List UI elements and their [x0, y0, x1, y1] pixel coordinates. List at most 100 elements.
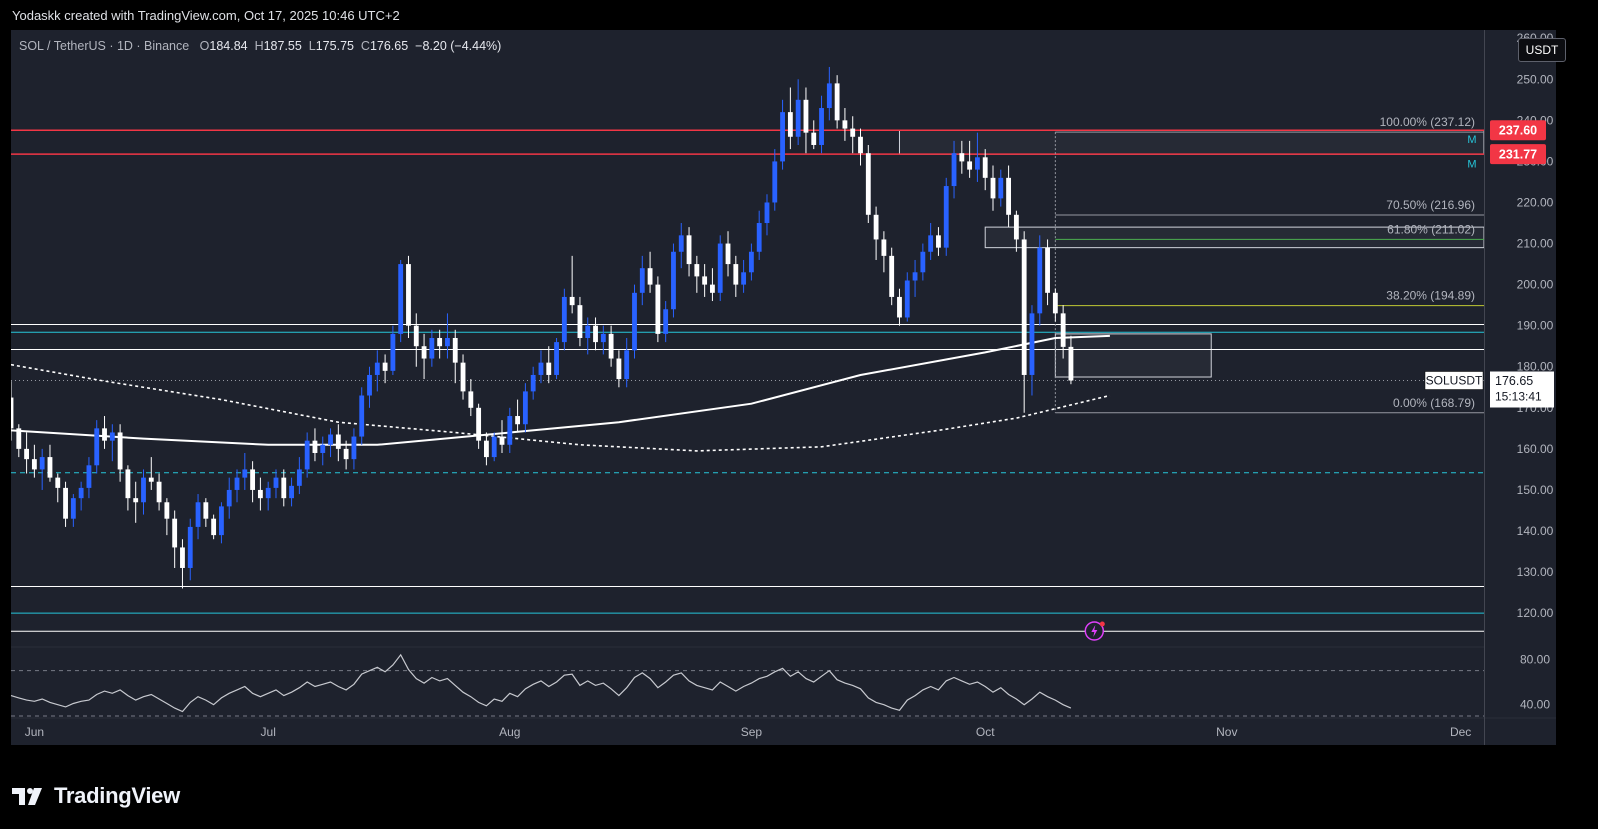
legend-low: 175.75	[315, 39, 354, 53]
candle	[795, 79, 801, 145]
alert-dot	[1099, 621, 1105, 627]
candle-body	[226, 489, 232, 507]
candle-body	[1068, 346, 1074, 381]
candle	[1013, 210, 1019, 252]
candle-body	[491, 436, 497, 458]
candle-body	[1021, 239, 1027, 375]
candle	[55, 473, 61, 503]
candle	[951, 140, 957, 199]
candle-body	[257, 489, 263, 499]
candle	[413, 313, 419, 367]
candle	[31, 444, 37, 478]
candle	[826, 66, 832, 121]
price-tick-label: 190.00	[1517, 319, 1554, 333]
candle	[920, 243, 926, 281]
candle	[671, 243, 676, 318]
candle	[1037, 235, 1043, 326]
candle-body	[219, 506, 224, 536]
candle-body	[546, 362, 552, 375]
candle-body	[1045, 247, 1050, 293]
candle-body	[359, 395, 365, 437]
candle-body	[304, 440, 310, 470]
candle-body	[63, 487, 68, 519]
candle	[367, 366, 372, 408]
candle-body	[702, 276, 708, 285]
candle	[24, 432, 30, 474]
candle-body	[1006, 177, 1012, 215]
candle	[889, 247, 895, 306]
candle	[421, 333, 427, 380]
candle	[1006, 165, 1012, 228]
candle	[219, 502, 224, 544]
attribution-text: Yodaskk created with TradingView.com, Oc…	[12, 8, 400, 23]
candle	[452, 329, 458, 384]
candle-body	[936, 235, 941, 248]
candle	[725, 231, 731, 277]
candle	[320, 436, 326, 466]
brand-name: TradingView	[54, 783, 180, 808]
currency-button[interactable]: USDT	[1518, 38, 1566, 62]
candle-body	[273, 477, 279, 488]
candle-body	[990, 177, 996, 199]
candle	[289, 477, 294, 507]
candle	[211, 514, 217, 540]
price-tick-label: 220.00	[1517, 195, 1554, 209]
candle-body	[920, 251, 926, 273]
candle-body	[351, 436, 357, 460]
candle-body	[873, 214, 879, 240]
candle	[265, 481, 271, 511]
candle-body	[507, 416, 513, 445]
candle	[117, 424, 123, 482]
candle-body	[561, 296, 567, 343]
alert-marker-icon: M	[1467, 158, 1476, 170]
tradingview-logo-icon	[12, 788, 42, 805]
candle-body	[538, 362, 544, 375]
candle	[312, 428, 318, 462]
candle-body	[632, 292, 637, 351]
moving-average-line	[11, 334, 1110, 446]
candle-body	[803, 99, 809, 133]
legend-symbol: SOL / TetherUS · 1D · Binance	[19, 39, 190, 53]
candle	[273, 469, 279, 499]
candle-body	[429, 338, 435, 359]
candle-body	[413, 325, 419, 347]
time-tick-label: Jun	[25, 725, 44, 739]
candle	[86, 457, 92, 499]
candle-body	[912, 272, 918, 281]
candle-body	[242, 469, 248, 478]
candle	[858, 128, 863, 166]
candle-body	[445, 338, 450, 347]
candle-body	[24, 448, 30, 460]
candle-body	[1060, 313, 1066, 347]
candle-body	[343, 448, 349, 460]
candle	[94, 420, 100, 474]
candle	[499, 420, 505, 453]
candle	[257, 477, 263, 511]
candle-body	[148, 477, 154, 482]
candle-body	[141, 477, 146, 503]
legend-close-label: C	[360, 39, 370, 53]
candle-body	[982, 157, 988, 178]
candle-body	[577, 305, 583, 338]
candle	[476, 403, 482, 449]
candle	[507, 407, 513, 453]
ohlc-legend: SOL / TetherUS · 1D · Binance O184.84 H1…	[19, 39, 501, 53]
candle-body	[265, 487, 271, 499]
time-tick-label: Sep	[741, 725, 763, 739]
candle-body	[39, 457, 45, 470]
candle-body	[663, 309, 669, 334]
candle	[187, 518, 193, 581]
candle	[787, 87, 793, 150]
bolt-glyph	[1091, 625, 1098, 637]
candle-body	[437, 338, 443, 347]
fib-level-label: 38.20% (194.89)	[1386, 289, 1475, 303]
candle-body	[686, 235, 692, 265]
candle-body	[780, 112, 785, 162]
candle-body	[187, 526, 193, 568]
candle	[928, 223, 934, 260]
price-tick-label: 250.00	[1517, 72, 1554, 86]
candle	[912, 259, 918, 297]
candle	[374, 350, 380, 392]
legend-high: 187.55	[263, 39, 302, 53]
